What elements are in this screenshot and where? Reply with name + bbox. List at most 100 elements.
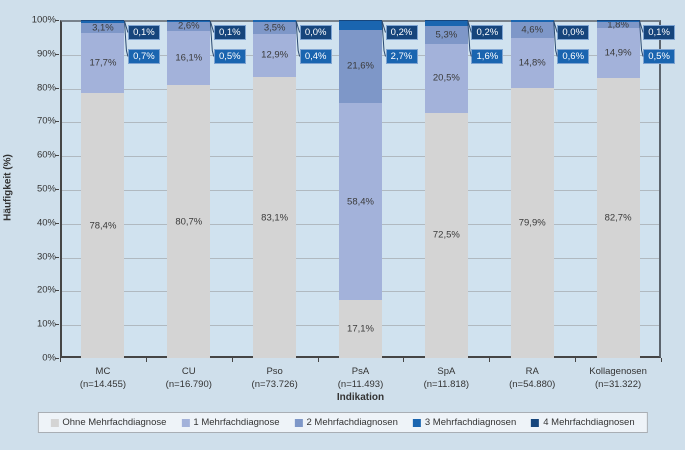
bar-segment — [596, 28, 640, 79]
legend-swatch — [50, 418, 59, 427]
legend-item: Ohne Mehrfachdiagnose — [50, 417, 166, 428]
legend-item: 2 Mehrfachdiagnosen — [294, 417, 398, 428]
y-tick-label: 40% — [36, 217, 56, 229]
bar-data-label: 1,8% — [607, 19, 629, 31]
legend-swatch — [531, 418, 540, 427]
x-axis-title: Indikation — [336, 392, 385, 403]
y-tick-label: 100% — [31, 14, 56, 26]
x-tick-mark — [489, 358, 491, 362]
y-tick-label: 10% — [36, 318, 56, 330]
y-tick-mark — [55, 87, 59, 89]
bar-data-label: 78,4% — [89, 220, 117, 231]
callout-label: 0,5% — [213, 49, 246, 64]
x-tick-mark — [403, 358, 405, 362]
y-tick-mark — [55, 20, 59, 21]
callout-label: 0,7% — [127, 49, 160, 64]
category-n-count: (n=54.880) — [509, 379, 556, 390]
bar-segment — [510, 20, 554, 23]
bar-segment — [424, 112, 468, 358]
legend-label: 2 Mehrfachdiagnosen — [306, 417, 398, 428]
x-category-label: MC (n=14.455) — [80, 365, 126, 391]
x-tick-mark — [317, 358, 319, 362]
y-tick-mark — [55, 189, 59, 190]
y-tick-label: 30% — [36, 251, 56, 263]
legend-item: 1 Mehrfachdiagnose — [181, 417, 280, 428]
y-axis-title: Häufigkeit (%) — [2, 154, 14, 221]
legend-label: 1 Mehrfachdiagnose — [193, 417, 280, 428]
y-tick-mark — [55, 222, 59, 224]
legend-item: 4 Mehrfachdiagnosen — [531, 417, 635, 428]
callout-label: 0,1% — [643, 25, 676, 40]
bar-data-label: 83,1% — [261, 212, 289, 224]
category-name: Pso — [266, 366, 283, 377]
bar-data-label: 58,4% — [347, 196, 374, 207]
bar-segment — [253, 21, 297, 34]
bar-segment — [424, 19, 468, 21]
bar-segment — [339, 102, 382, 301]
category-n-count: (n=14.455) — [79, 379, 127, 390]
legend-label: 4 Mehrfachdiagnosen — [543, 417, 635, 428]
category-name: RA — [525, 366, 539, 377]
y-tick-mark — [55, 290, 59, 292]
y-tick-mark — [55, 358, 59, 359]
bar-segment — [339, 300, 382, 358]
bar-segment — [253, 77, 297, 358]
callout-label: 0,0% — [557, 25, 590, 40]
bar-segment — [81, 22, 125, 34]
bar-data-label: 4,6% — [521, 24, 544, 36]
x-tick-mark — [60, 358, 61, 362]
bar-segment — [253, 20, 297, 22]
y-tick-mark — [55, 121, 59, 123]
y-tick-label: 70% — [36, 115, 56, 127]
bar-segment — [424, 25, 468, 44]
callout-label: 0,2% — [385, 25, 418, 40]
callout-label: 0,1% — [127, 25, 160, 40]
y-tick-label: 0% — [42, 352, 56, 364]
bar-data-label: 5,3% — [435, 29, 458, 41]
x-tick-mark — [575, 358, 577, 362]
x-tick-mark — [231, 358, 233, 362]
bar-segment — [424, 43, 468, 113]
bar-segment — [167, 22, 211, 31]
bar-segment — [424, 20, 468, 26]
bar-data-label: 3,5% — [263, 22, 286, 34]
category-n-count: (n=73.726) — [251, 379, 298, 390]
legend-swatch — [294, 418, 303, 427]
category-name: CU — [181, 366, 196, 377]
category-n-count: (n=16.790) — [165, 379, 212, 390]
x-tick-mark — [145, 358, 147, 362]
bar-data-label: 3,1% — [92, 22, 114, 34]
category-n-count: (n=31.322) — [594, 379, 642, 390]
y-tick-label: 80% — [36, 82, 56, 94]
y-tick-label: 60% — [36, 149, 56, 161]
x-category-label: Pso (n=73.726) — [252, 365, 298, 391]
x-category-label: Kollagenosen (n=31.322) — [589, 365, 647, 391]
bar-data-label: 2,6% — [177, 20, 200, 32]
bar-data-label: 14,9% — [604, 47, 632, 59]
bar-segment — [510, 22, 554, 38]
bar-data-label: 16,1% — [175, 52, 203, 64]
bar-data-label: 79,9% — [518, 217, 546, 229]
callout-label: 0,4% — [299, 49, 332, 64]
bar-segment — [596, 78, 640, 358]
bar-segment — [81, 20, 125, 23]
callout-label: 2,7% — [385, 49, 418, 64]
x-category-label: CU (n=16.790) — [166, 365, 212, 391]
y-tick-label: 90% — [36, 48, 56, 60]
bar-data-label: 82,7% — [604, 212, 632, 224]
bar-segment — [339, 20, 382, 21]
bar-segment — [339, 29, 382, 103]
bar-data-label: 12,9% — [261, 49, 289, 61]
legend-label: Ohne Mehrfachdiagnose — [62, 417, 167, 428]
category-name: MC — [95, 366, 111, 377]
callout-label: 0,2% — [471, 25, 504, 40]
category-name: SpA — [437, 366, 456, 377]
bar-segment — [339, 20, 382, 30]
y-tick-mark — [55, 155, 59, 157]
bar-segment — [167, 20, 211, 23]
bar-segment — [167, 85, 211, 358]
bar-segment — [596, 20, 640, 23]
bar-data-label: 21,6% — [347, 60, 374, 72]
legend-swatch — [412, 418, 421, 427]
